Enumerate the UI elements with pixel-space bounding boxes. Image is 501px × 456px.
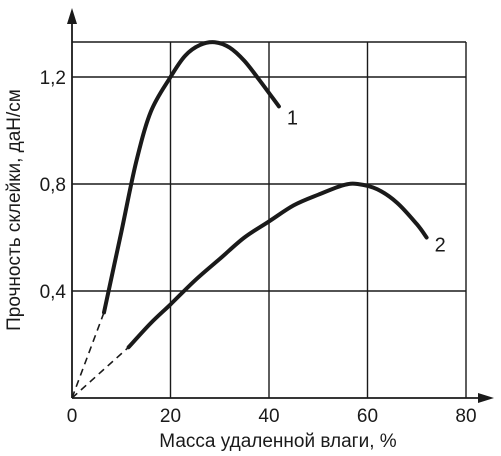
- tick-labels: 0 20 40 60 80 0,4 0,8 1,2: [40, 68, 477, 427]
- grid: [72, 41, 467, 398]
- series-2-extrapolation: [71, 346, 130, 399]
- y-tick-label: 0,8: [40, 175, 66, 196]
- series-2-line: [126, 181, 429, 350]
- series-1-line: [102, 40, 281, 315]
- y-tick-label: 0,4: [40, 282, 67, 303]
- x-tick-label: 0: [67, 406, 78, 427]
- series-2-label: 2: [435, 235, 446, 257]
- y-tick-label: 1,2: [40, 68, 66, 89]
- axes: [67, 8, 494, 403]
- x-tick-label: 20: [160, 406, 181, 427]
- series-1-extrapolation: [71, 312, 105, 399]
- series-1-label: 1: [287, 107, 298, 129]
- x-axis-title: Масса удаленной влаги, %: [159, 431, 396, 452]
- series-group: 12: [71, 40, 446, 399]
- x-axis-arrow: [478, 393, 494, 403]
- x-tick-label: 40: [258, 406, 279, 427]
- y-axis-title: Прочность склейки, даН/см: [4, 89, 25, 331]
- x-tick-label: 80: [455, 406, 476, 427]
- x-tick-label: 60: [357, 406, 378, 427]
- y-axis-arrow: [67, 8, 77, 24]
